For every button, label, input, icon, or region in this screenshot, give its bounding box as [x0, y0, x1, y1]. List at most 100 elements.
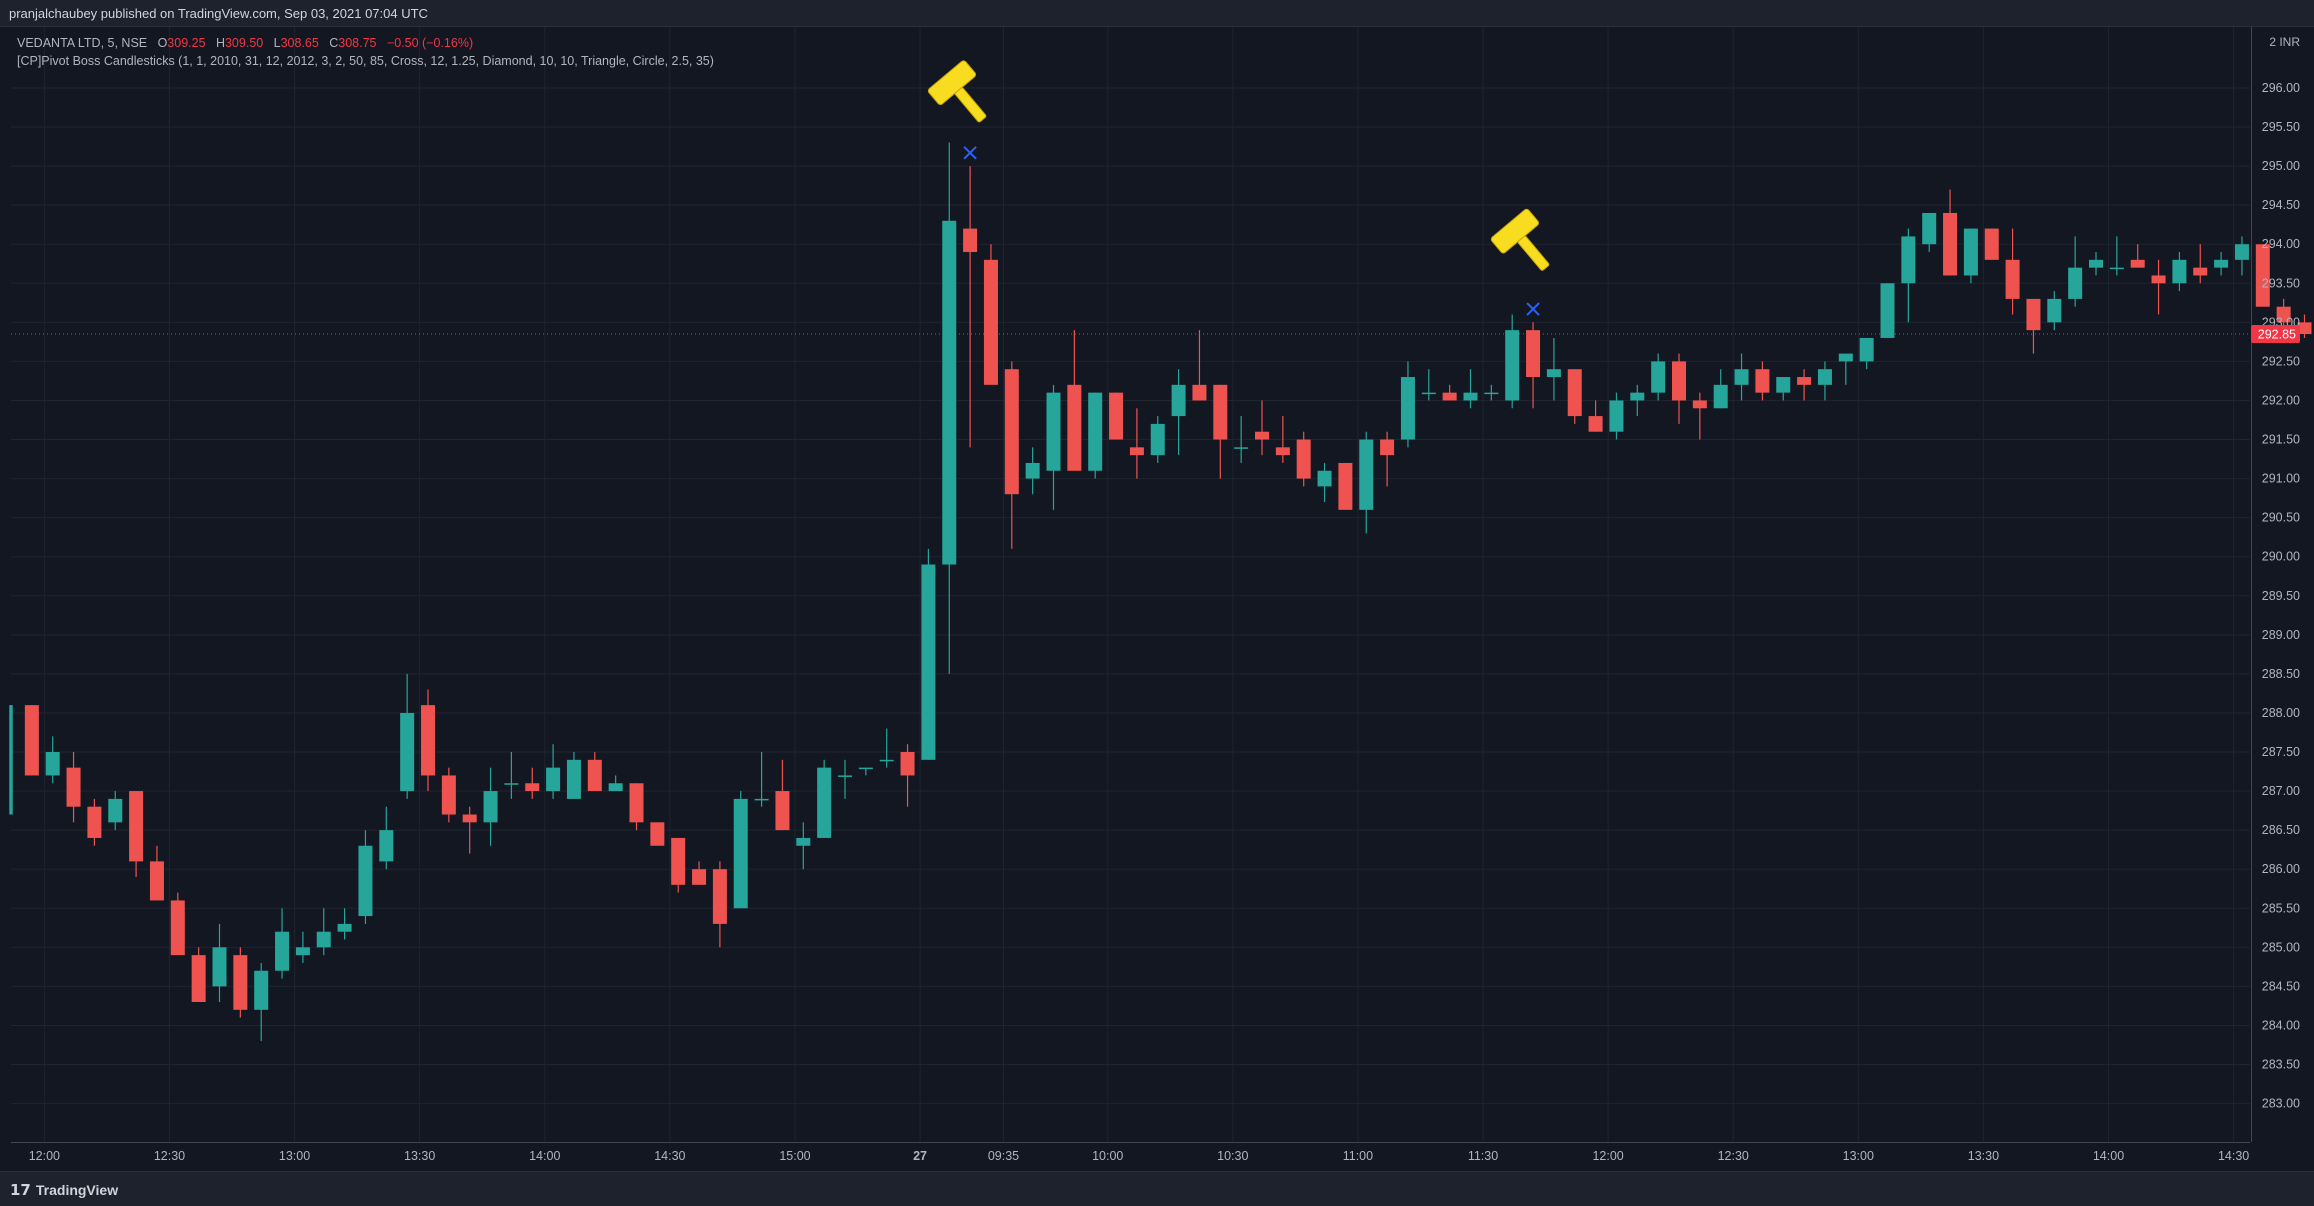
candle-body	[1213, 384, 1228, 440]
candle	[1109, 392, 1124, 440]
price-tick-label: 289.00	[2262, 628, 2300, 642]
time-tick-label: 12:30	[1718, 1149, 1749, 1163]
candle	[1651, 353, 1666, 401]
candle	[2089, 252, 2103, 276]
candle-body	[566, 759, 581, 799]
candle	[942, 142, 957, 674]
candle	[2214, 252, 2229, 276]
price-tick-label: 284.50	[2262, 979, 2300, 993]
candle-body	[525, 783, 540, 792]
candle	[650, 822, 665, 846]
candle-body	[608, 783, 623, 792]
candle-body	[858, 767, 873, 770]
candle-body	[2172, 259, 2187, 284]
legend-indicator[interactable]: [CP]Pivot Boss Candlesticks (1, 1, 2010,…	[17, 54, 714, 68]
candle-body	[1255, 431, 1269, 440]
candle-body	[2109, 267, 2124, 270]
candle	[858, 767, 873, 776]
price-tick-label: 296.00	[2262, 81, 2300, 95]
candle	[1984, 228, 1999, 260]
candle-body	[587, 759, 602, 792]
time-tick-label: 13:30	[1968, 1149, 1999, 1163]
chart-area[interactable]	[11, 27, 2250, 1142]
hammer-icon	[1490, 208, 1550, 271]
candle-body	[129, 791, 144, 862]
candle	[1234, 416, 1249, 463]
legend-low: 308.65	[280, 36, 319, 50]
candle	[1713, 369, 1728, 409]
candle-body	[1275, 447, 1290, 456]
candle-body	[1567, 369, 1582, 417]
candle-body	[733, 798, 748, 909]
candle	[587, 752, 602, 792]
price-tick-label: 287.50	[2262, 745, 2300, 759]
candle-body	[1963, 228, 1978, 276]
candle	[1150, 416, 1165, 463]
candle-body	[2130, 259, 2145, 268]
candles	[9, 142, 2312, 1042]
candle-body	[149, 861, 164, 901]
legend-symbol-row: VEDANTA LTD, 5, NSE O309.25 H309.50 L308…	[17, 34, 714, 52]
price-tick-label: 286.50	[2262, 823, 2300, 837]
candle	[1901, 228, 1916, 323]
candle	[337, 908, 352, 940]
candle-body	[1526, 330, 1541, 378]
candle-body	[1588, 416, 1603, 432]
candle	[9, 705, 13, 815]
candle	[546, 744, 561, 799]
price-tick-label: 293.50	[2262, 276, 2300, 290]
candle-body	[1776, 377, 1791, 393]
candle-body	[2214, 259, 2229, 268]
candle	[566, 752, 581, 799]
candle-body	[2193, 267, 2208, 276]
candle-body	[2151, 275, 2166, 284]
candle	[817, 759, 832, 838]
candle	[1004, 361, 1019, 549]
tradingview-logo[interactable]: 17 TradingView	[10, 1181, 118, 1199]
candle-body	[1421, 392, 1436, 395]
candle	[1963, 228, 1978, 284]
candle	[462, 806, 477, 854]
candle-body	[2234, 244, 2249, 260]
candle-body	[650, 822, 665, 846]
price-tick-label: 292.00	[2262, 393, 2300, 407]
candle	[87, 798, 102, 846]
candle	[316, 908, 331, 956]
candle-body	[170, 900, 185, 956]
cross-marker-stroke	[1526, 302, 1540, 316]
candle-body	[1067, 384, 1082, 471]
candle	[1692, 392, 1707, 440]
candle-body	[2005, 259, 2020, 299]
price-axis-labels: 296.00295.50295.00294.50294.00293.50293.…	[2251, 35, 2300, 1111]
legend-indicator-row[interactable]: [CP]Pivot Boss Candlesticks (1, 1, 2010,…	[17, 52, 714, 70]
candle-body	[1797, 377, 1812, 385]
time-tick-label: 13:30	[404, 1149, 435, 1163]
candle-body	[1609, 400, 1624, 432]
price-tick-label: 288.50	[2262, 667, 2300, 681]
last-price-badge	[2251, 325, 2300, 344]
candle-body	[1380, 439, 1395, 456]
price-axis[interactable]	[2251, 27, 2314, 1142]
candle-body	[1171, 384, 1186, 417]
candle-body	[1296, 439, 1311, 479]
candle-body	[1755, 369, 1770, 393]
price-tick-label: 294.50	[2262, 198, 2300, 212]
candle	[441, 767, 456, 823]
cross-marker	[1526, 302, 1540, 316]
candle-body	[942, 220, 957, 565]
price-tick-label: 290.00	[2262, 550, 2300, 564]
candle-body	[2255, 244, 2270, 307]
price-tick-label: 286.00	[2262, 862, 2300, 876]
candle	[1088, 392, 1103, 479]
candle-body	[2089, 259, 2103, 268]
candle-body	[900, 752, 915, 776]
candle-body	[1004, 369, 1019, 495]
time-axis[interactable]	[11, 1142, 2250, 1171]
time-tick-label: 10:30	[1217, 1149, 1248, 1163]
candle-body	[295, 947, 310, 956]
candle-body	[379, 830, 394, 862]
candle	[1588, 400, 1603, 432]
legend-close: 308.75	[338, 36, 377, 50]
candle	[212, 923, 227, 1003]
candle-body	[1150, 423, 1165, 456]
